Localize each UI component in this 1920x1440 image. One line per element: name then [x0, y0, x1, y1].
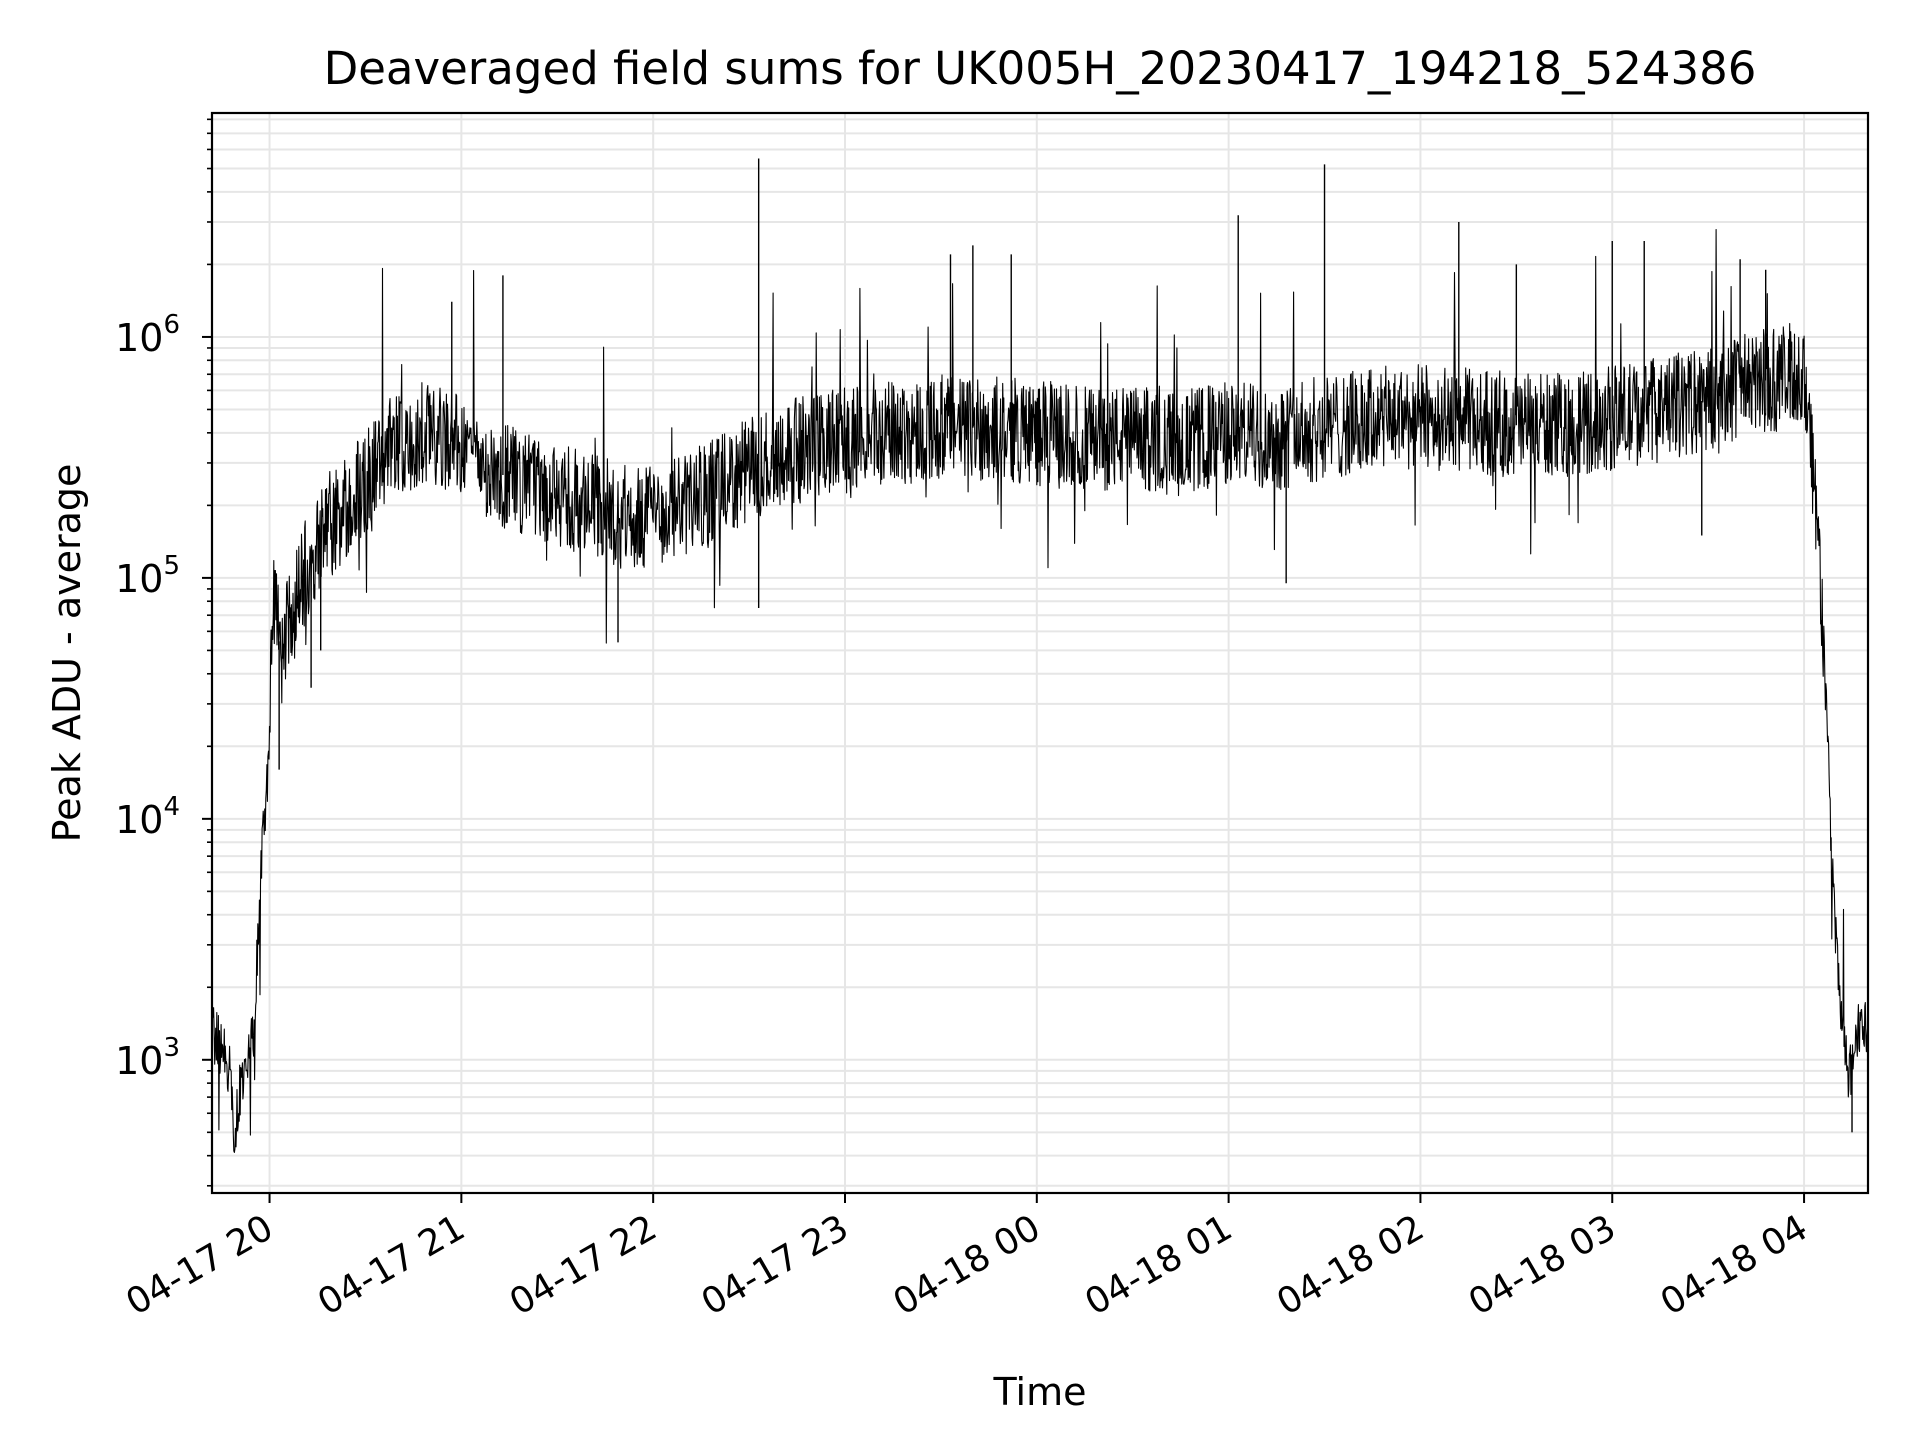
- y-tick-label: 103: [115, 1033, 180, 1083]
- series-line: [211, 229, 1869, 1153]
- y-axis-label: Peak ADU - average: [45, 464, 89, 843]
- x-axis-label: Time: [993, 1370, 1087, 1414]
- y-tick-label: 105: [115, 551, 180, 601]
- grid: [212, 113, 1868, 1193]
- y-tick-label: 104: [115, 792, 180, 842]
- chart-title: Deaveraged field sums for UK005H_2023041…: [324, 42, 1757, 95]
- y-tick-label: 106: [115, 310, 180, 360]
- plot-area-frame: [210, 111, 1870, 1195]
- y-axis: 103 104 105 106: [115, 118, 212, 1187]
- data-series: [211, 158, 1869, 1153]
